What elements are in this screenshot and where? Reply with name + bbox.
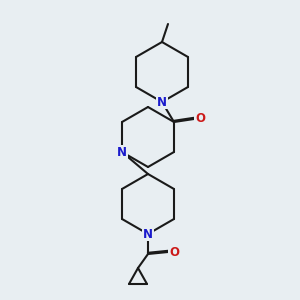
Text: N: N [157, 95, 167, 109]
Text: O: O [169, 245, 179, 259]
Text: N: N [143, 227, 153, 241]
Text: O: O [195, 112, 205, 125]
Text: N: N [117, 146, 127, 158]
